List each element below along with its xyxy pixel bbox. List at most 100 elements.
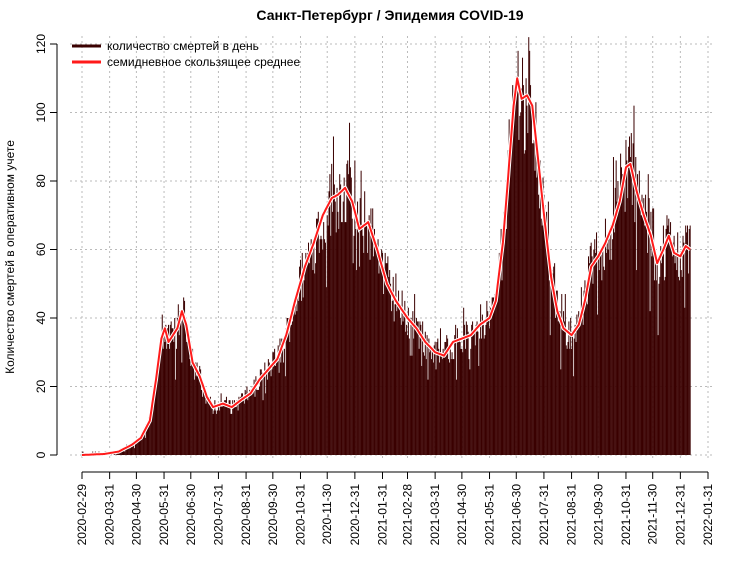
daily-bar: [540, 218, 542, 455]
daily-bar: [522, 57, 524, 455]
daily-bar: [242, 393, 244, 455]
daily-bar: [308, 263, 310, 455]
daily-bar: [270, 376, 272, 455]
daily-bar: [358, 266, 360, 455]
daily-bar: [642, 211, 644, 455]
daily-bar: [163, 331, 165, 455]
daily-bar: [493, 297, 495, 455]
daily-bar: [340, 184, 342, 456]
daily-bar: [625, 139, 627, 455]
daily-bar: [532, 143, 534, 455]
daily-bar: [160, 338, 162, 455]
daily-bar: [177, 304, 179, 455]
daily-bar: [151, 400, 153, 455]
daily-bar: [162, 348, 164, 455]
daily-bar: [592, 283, 594, 455]
daily-bar: [483, 338, 485, 455]
daily-bar: [684, 307, 686, 455]
daily-bar: [222, 403, 224, 455]
daily-bar: [281, 338, 283, 455]
daily-bar: [211, 403, 213, 455]
daily-bar: [544, 204, 546, 455]
daily-bar: [263, 372, 265, 455]
daily-bar: [208, 403, 210, 455]
daily-bar: [686, 232, 688, 455]
axes: 0 20 40 60 80 100 120 2020-02-29 2020-03-31 2020-…: [34, 34, 715, 546]
daily-bar: [686, 225, 688, 455]
daily-bar: [145, 424, 147, 455]
daily-bar: [441, 359, 443, 455]
daily-bar: [492, 297, 494, 455]
daily-bar: [234, 407, 236, 455]
daily-bar: [670, 222, 672, 455]
daily-bar: [602, 249, 604, 455]
daily-bar: [373, 228, 375, 455]
daily-bar: [221, 407, 223, 455]
daily-bar: [142, 437, 144, 455]
daily-bar: [401, 290, 403, 455]
daily-bar: [149, 417, 151, 455]
daily-bar: [657, 335, 659, 455]
daily-bar: [225, 400, 227, 455]
daily-bar: [559, 311, 561, 455]
daily-bar: [635, 157, 637, 455]
daily-bar: [669, 232, 671, 455]
daily-bar: [404, 300, 406, 455]
daily-bar: [217, 407, 219, 455]
daily-bar: [682, 235, 684, 455]
daily-bar: [137, 437, 139, 455]
daily-bar: [648, 198, 650, 455]
daily-bar: [379, 256, 381, 455]
daily-bar: [266, 369, 268, 455]
daily-bar: [415, 324, 417, 455]
y-tick-label-40: 40: [34, 311, 48, 325]
daily-bar: [614, 187, 616, 455]
daily-bar: [480, 304, 482, 455]
daily-bar: [521, 88, 523, 456]
daily-bar: [524, 150, 526, 456]
daily-bar: [630, 133, 632, 456]
daily-bar: [534, 170, 536, 455]
daily-bar: [299, 266, 301, 455]
daily-bar: [314, 273, 316, 455]
daily-bar: [491, 297, 493, 455]
x-tick-label-21: 2021-11-30: [646, 484, 660, 545]
daily-bar: [362, 235, 364, 455]
daily-bar: [123, 448, 125, 455]
daily-bar: [159, 352, 161, 455]
daily-bar: [442, 348, 444, 455]
daily-bar: [622, 184, 624, 456]
daily-bar: [180, 314, 182, 455]
x-tick-label-12: 2021-02-28: [400, 484, 414, 546]
daily-bar: [505, 225, 507, 455]
daily-bar: [197, 376, 199, 455]
daily-bar: [376, 246, 378, 455]
daily-bar: [219, 403, 221, 455]
daily-bar: [249, 389, 251, 455]
daily-bar: [363, 252, 365, 455]
daily-bar: [613, 232, 615, 455]
daily-bar: [432, 362, 434, 455]
daily-bar: [518, 139, 520, 455]
daily-bar: [357, 201, 359, 455]
daily-bar: [224, 400, 226, 455]
daily-bar: [132, 444, 134, 455]
daily-bar: [321, 239, 323, 455]
daily-bar: [135, 441, 137, 455]
daily-bar: [119, 451, 121, 455]
daily-bar: [139, 437, 141, 455]
daily-bar: [153, 383, 155, 455]
daily-bar: [621, 174, 623, 455]
daily-bar: [408, 338, 410, 455]
daily-bar: [675, 252, 677, 455]
daily-bar: [215, 410, 217, 455]
daily-bar: [309, 249, 311, 455]
daily-bar: [633, 105, 635, 456]
daily-bar: [214, 400, 216, 455]
daily-bar: [226, 407, 228, 455]
daily-bar: [170, 321, 172, 455]
daily-bar: [144, 437, 146, 455]
daily-bar: [452, 359, 454, 455]
daily-bar: [370, 208, 372, 455]
daily-bar: [196, 362, 198, 455]
